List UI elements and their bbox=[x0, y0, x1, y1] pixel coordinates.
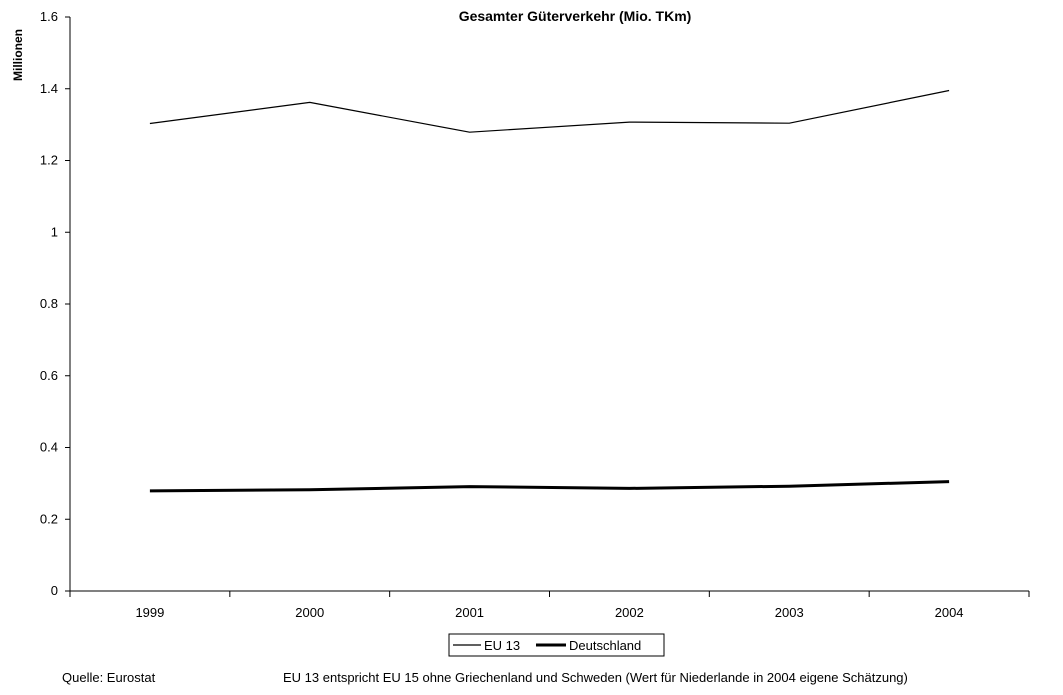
source-note: Quelle: Eurostat bbox=[62, 670, 156, 685]
series-lines bbox=[149, 89, 950, 493]
y-tick-label: 1.4 bbox=[40, 81, 58, 96]
legend: EU 13 Deutschland bbox=[448, 633, 665, 657]
chart-title: Gesamter Güterverkehr (Mio. TKm) bbox=[459, 8, 692, 24]
y-tick-label: 0.2 bbox=[40, 511, 58, 526]
y-tick-label: 0.4 bbox=[40, 440, 58, 455]
legend-label-deutschland: Deutschland bbox=[569, 638, 641, 653]
y-tick-label: 0.6 bbox=[40, 368, 58, 383]
line-chart: Gesamter Güterverkehr (Mio. TKm) Million… bbox=[11, 8, 1030, 657]
axes: 0 0.2 0.4 0.6 0.8 1 1.2 1.4 1.6 1999 2000 2001 2002 2… bbox=[40, 9, 1030, 620]
x-tick-label: 2002 bbox=[615, 605, 644, 620]
y-tick-label: 0.8 bbox=[40, 296, 58, 311]
y-tick-label: 1 bbox=[51, 224, 58, 239]
x-tick-label: 2001 bbox=[455, 605, 484, 620]
series-line-eu-13 bbox=[149, 89, 950, 133]
legend-label-eu13: EU 13 bbox=[484, 638, 520, 653]
x-tick-label: 2003 bbox=[775, 605, 804, 620]
footnote: EU 13 entspricht EU 15 ohne Griechenland… bbox=[283, 670, 908, 685]
series-line-deutschland bbox=[149, 480, 950, 493]
x-tick-label: 1999 bbox=[135, 605, 164, 620]
y-axis-label: Millionen bbox=[11, 29, 25, 81]
y-tick-label: 0 bbox=[51, 583, 58, 598]
x-tick-label: 2004 bbox=[935, 605, 964, 620]
y-tick-label: 1.2 bbox=[40, 153, 58, 168]
y-tick-label: 1.6 bbox=[40, 9, 58, 24]
x-tick-label: 2000 bbox=[295, 605, 324, 620]
